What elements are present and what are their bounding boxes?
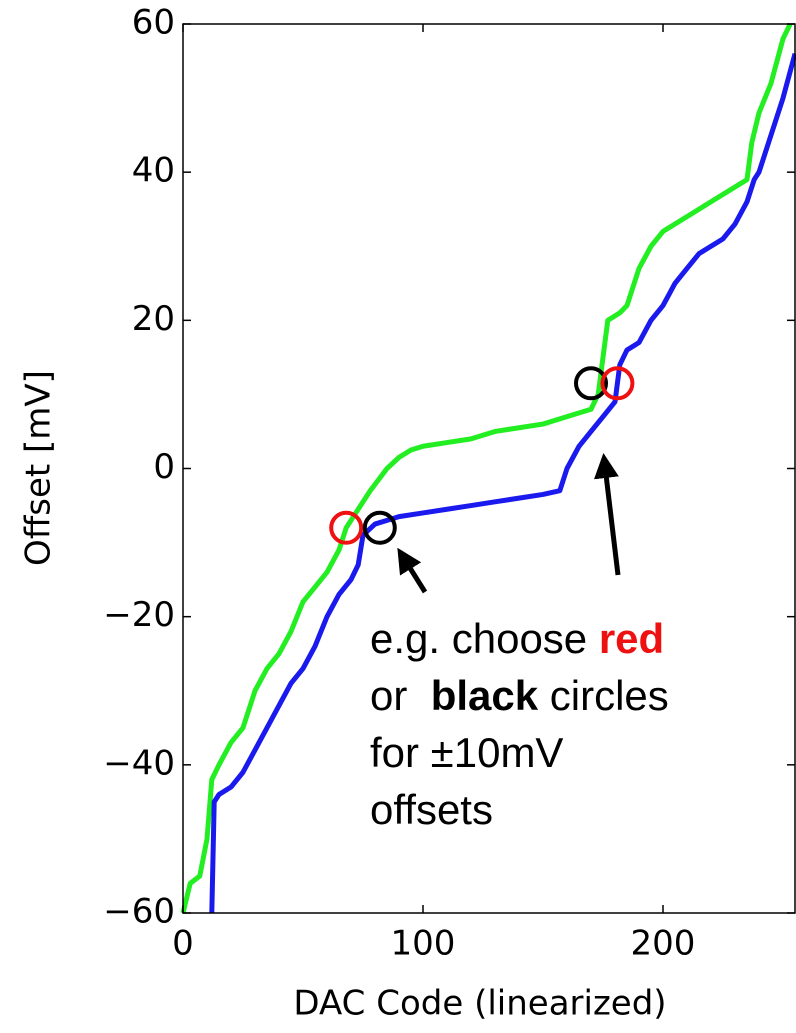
annotation-text: or (370, 672, 431, 719)
marker-circle (574, 366, 608, 401)
annotation-text: for ±10mV (370, 729, 563, 776)
y-tick-label: −60 (103, 892, 175, 932)
y-tick-label: 20 (132, 299, 175, 339)
x-axis-title: DAC Code (linearized) (293, 984, 666, 1024)
y-axis-title: Offset [mV] (19, 370, 59, 566)
plot-area (180, 22, 796, 914)
marker-circle (362, 510, 397, 545)
arrow (593, 453, 621, 576)
annotation-line: e.g. choose red (370, 615, 664, 662)
series-line (209, 52, 796, 914)
annotation-text: offsets (370, 786, 493, 833)
plot-frame (182, 23, 796, 914)
annotation-line: offsets (370, 786, 493, 833)
y-tick-label: −40 (103, 743, 175, 783)
y-tick-label: 40 (132, 151, 175, 191)
annotation-text: black (431, 672, 539, 719)
x-tick-label: 100 (391, 924, 456, 964)
y-tick-label: 60 (132, 3, 175, 43)
y-tick-label: −20 (103, 595, 175, 635)
annotation-line: or black circles (370, 672, 669, 719)
marker-circle (600, 366, 635, 401)
annotation-line: for ±10mV (370, 729, 563, 776)
y-tick-label: 0 (153, 447, 175, 487)
annotation-text: red (599, 615, 664, 662)
x-tick-label: 0 (172, 924, 194, 964)
annotation-text: circles (538, 672, 669, 719)
series-line (180, 22, 793, 914)
annotation-text: e.g. choose (370, 615, 599, 662)
arrow (397, 547, 428, 594)
marker-circle (329, 510, 364, 545)
x-tick-label: 200 (631, 924, 696, 964)
annotation: e.g. choose red or black circles for ±10mV… (370, 615, 669, 833)
